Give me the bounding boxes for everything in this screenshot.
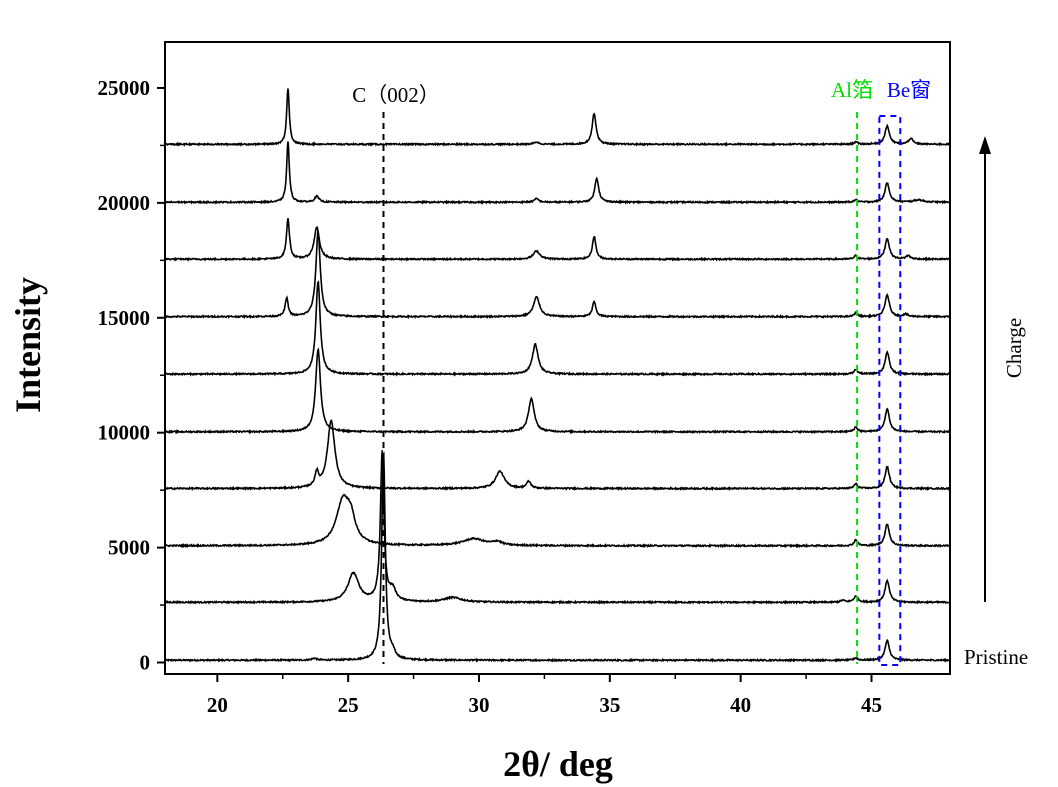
y-tick-label: 15000 <box>98 306 151 330</box>
x-tick-label: 35 <box>599 693 620 717</box>
x-axis-title: 2θ/ deg <box>503 744 613 784</box>
x-tick-label: 40 <box>730 693 751 717</box>
x-tick-label: 30 <box>469 693 490 717</box>
series-line <box>164 88 951 147</box>
y-tick-label: 10000 <box>98 421 151 445</box>
c002-label: C（002） <box>352 83 440 107</box>
y-axis-title: Intensity <box>8 277 48 413</box>
y-tick-label: 25000 <box>98 76 151 100</box>
y-tick-label: 5000 <box>108 536 150 560</box>
series-line <box>164 419 951 492</box>
plot-frame <box>164 41 951 675</box>
x-axis-ticks: 20 25 30 35 40 45 <box>207 674 882 717</box>
series-line <box>164 280 951 377</box>
series-line <box>164 218 951 262</box>
series-line <box>164 493 951 549</box>
y-axis-ticks: 0 5000 10000 15000 20000 25000 <box>98 76 165 675</box>
series-line <box>164 347 951 435</box>
series-line <box>164 141 951 205</box>
al-foil-label: Al箔 <box>831 78 873 102</box>
y-tick-label: 0 <box>140 651 151 675</box>
series-line <box>164 451 951 663</box>
pristine-label: Pristine <box>964 645 1028 669</box>
x-tick-label: 45 <box>861 693 882 717</box>
series-line <box>164 450 951 605</box>
x-tick-label: 20 <box>207 693 228 717</box>
x-tick-label: 25 <box>338 693 359 717</box>
charge-label: Charge <box>1002 318 1026 378</box>
annotations <box>382 112 902 666</box>
charge-arrow-head <box>979 136 991 154</box>
series-group <box>164 88 951 663</box>
y-tick-label: 20000 <box>98 191 151 215</box>
series-line <box>164 229 951 320</box>
be-window-label: Be窗 <box>887 78 931 102</box>
